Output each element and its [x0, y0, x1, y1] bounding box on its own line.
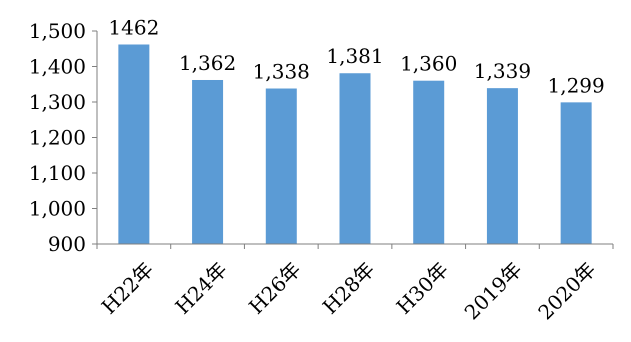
data-label: 1,362 [179, 51, 236, 75]
data-label: 1462 [108, 15, 159, 39]
x-category-label: 2020年 [533, 257, 600, 324]
bar [339, 73, 371, 245]
x-category-label: H28年 [318, 257, 379, 318]
y-tick-label: 1,500 [29, 19, 86, 43]
bar [265, 88, 297, 244]
data-label: 1,299 [548, 73, 605, 97]
bar [192, 79, 224, 245]
y-tick-label: 1,100 [29, 161, 86, 185]
x-category-label: H24年 [170, 257, 231, 318]
bar [118, 44, 150, 244]
x-axis-category-labels: H22年 H24年 H26年 H28年 H30年 2019年 2020年 [97, 257, 601, 324]
bars-group [118, 44, 592, 245]
data-label: 1,339 [474, 59, 531, 83]
data-label: 1,381 [326, 44, 383, 68]
y-tick-label: 900 [48, 232, 86, 256]
y-axis-ticks: 900 1,000 1,100 1,200 1,300 1,400 1,500 [29, 19, 614, 256]
bar [486, 88, 518, 244]
data-label: 1,360 [400, 52, 457, 76]
y-tick-label: 1,300 [29, 90, 86, 114]
y-tick-label: 1,000 [29, 197, 86, 221]
data-labels-group: 1462 1,362 1,338 1,381 1,360 1,339 1,299 [108, 15, 604, 97]
data-label: 1,338 [253, 60, 310, 84]
x-category-label: 2019年 [460, 257, 527, 324]
x-category-label: H22年 [97, 257, 158, 318]
bar [413, 80, 445, 244]
bar [560, 102, 592, 244]
x-category-label: H30年 [392, 257, 453, 318]
x-category-label: H26年 [244, 257, 305, 318]
y-tick-label: 1,400 [29, 55, 86, 79]
y-tick-label: 1,200 [29, 126, 86, 150]
